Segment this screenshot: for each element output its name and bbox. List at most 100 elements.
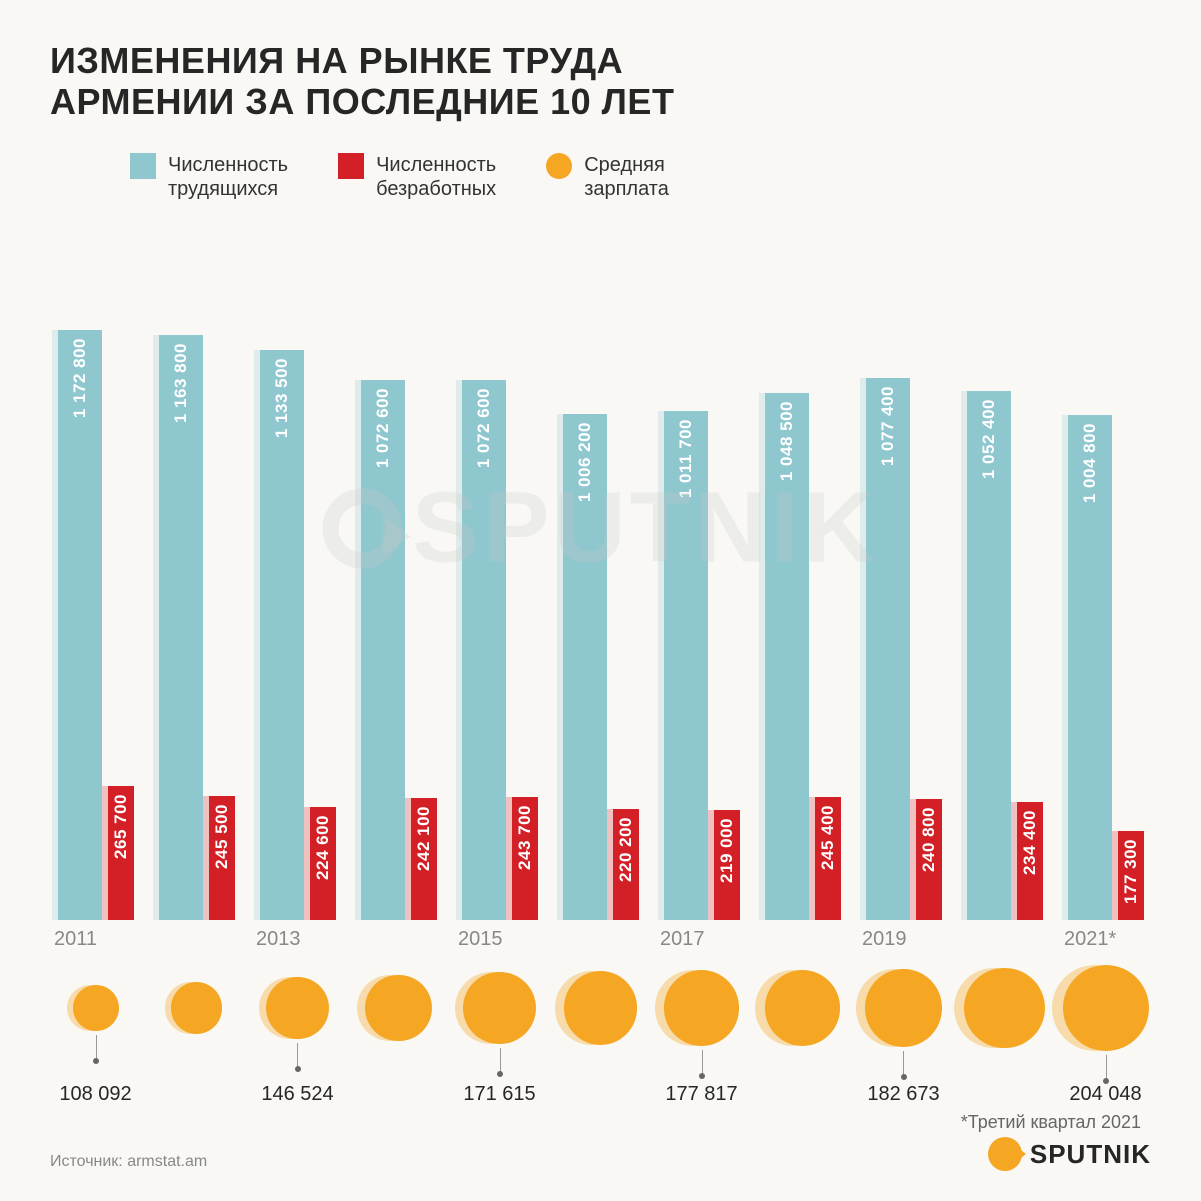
workers-bar: 1 052 400 bbox=[967, 391, 1011, 920]
chart-title: ИЗМЕНЕНИЯ НА РЫНКЕ ТРУДААРМЕНИИ ЗА ПОСЛЕ… bbox=[50, 40, 1151, 123]
year-group: 1 163 800 245 500 bbox=[151, 221, 242, 920]
year-group: 1 006 200 220 200 bbox=[555, 221, 646, 920]
salary-circle-cell bbox=[656, 963, 747, 1053]
unemployed-bar: 234 400 bbox=[1017, 802, 1043, 920]
workers-bar: 1 011 700 bbox=[664, 411, 708, 920]
year-label: 2017 bbox=[656, 928, 747, 951]
year-group: 1 072 600 243 700 bbox=[454, 221, 545, 920]
year-group: 1 004 800 177 300 bbox=[1060, 221, 1151, 920]
salary-value: 177 817 bbox=[656, 1083, 747, 1106]
sputnik-logo-icon bbox=[988, 1137, 1022, 1171]
unemployed-value: 245 500 bbox=[212, 804, 232, 869]
unemployed-bar: 245 400 bbox=[815, 797, 841, 920]
unemployed-bar: 177 300 bbox=[1118, 831, 1144, 920]
workers-value: 1 072 600 bbox=[474, 388, 494, 468]
legend-salary-swatch bbox=[546, 153, 572, 179]
unemployed-bar: 243 700 bbox=[512, 797, 538, 920]
legend: Численностьтрудящихся Численностьбезрабо… bbox=[50, 153, 1151, 201]
workers-bar: 1 048 500 bbox=[765, 393, 809, 920]
workers-bar: 1 077 400 bbox=[866, 378, 910, 920]
year-label: 2011 bbox=[50, 928, 141, 951]
salary-circle bbox=[564, 971, 637, 1044]
x-axis-years: 201120132015201720192021* bbox=[50, 928, 1151, 951]
salary-circle bbox=[765, 970, 841, 1046]
salary-value: 108 092 bbox=[50, 1083, 141, 1106]
workers-bar: 1 163 800 bbox=[159, 335, 203, 920]
workers-bar: 1 172 800 bbox=[58, 330, 102, 920]
salary-circle-cell bbox=[555, 963, 646, 1053]
unemployed-bar: 219 000 bbox=[714, 810, 740, 920]
salary-circle-cell bbox=[353, 963, 444, 1053]
workers-value: 1 172 800 bbox=[70, 338, 90, 418]
workers-value: 1 011 700 bbox=[676, 419, 696, 498]
unemployed-value: 219 000 bbox=[717, 818, 737, 883]
legend-salary: Средняязарплата bbox=[546, 153, 669, 201]
sputnik-logo-text: SPUTNIK bbox=[1030, 1139, 1151, 1170]
unemployed-bar: 224 600 bbox=[310, 807, 336, 920]
salary-circle bbox=[463, 972, 535, 1044]
salary-circle bbox=[365, 975, 432, 1042]
workers-bar: 1 072 600 bbox=[462, 380, 506, 920]
workers-bar: 1 133 500 bbox=[260, 350, 304, 920]
workers-value: 1 072 600 bbox=[373, 388, 393, 468]
unemployed-value: 224 600 bbox=[313, 815, 333, 880]
salary-circles bbox=[50, 963, 1151, 1053]
footnote: *Третий квартал 2021 bbox=[50, 1112, 1151, 1133]
year-label bbox=[151, 928, 242, 951]
unemployed-bar: 240 800 bbox=[916, 799, 942, 920]
year-group: 1 052 400 234 400 bbox=[959, 221, 1050, 920]
year-group: 1 072 600 242 100 bbox=[353, 221, 444, 920]
workers-value: 1 052 400 bbox=[979, 399, 999, 479]
year-label bbox=[757, 928, 848, 951]
salary-value bbox=[555, 1083, 646, 1106]
salary-circle-cell bbox=[50, 963, 141, 1053]
workers-value: 1 006 200 bbox=[575, 422, 595, 502]
salary-value: 204 048 bbox=[1060, 1083, 1151, 1106]
year-group: 1 077 400 240 800 bbox=[858, 221, 949, 920]
workers-value: 1 077 400 bbox=[878, 386, 898, 466]
year-group: 1 011 700 219 000 bbox=[656, 221, 747, 920]
legend-workers: Численностьтрудящихся bbox=[130, 153, 288, 201]
legend-unemployed-label: Численностьбезработных bbox=[376, 153, 496, 201]
workers-bar: 1 006 200 bbox=[563, 414, 607, 920]
year-label: 2021* bbox=[1060, 928, 1151, 951]
year-group: 1 048 500 245 400 bbox=[757, 221, 848, 920]
workers-value: 1 004 800 bbox=[1080, 423, 1100, 503]
unemployed-bar: 220 200 bbox=[613, 809, 639, 920]
salary-circle bbox=[1063, 965, 1149, 1051]
legend-unemployed: Численностьбезработных bbox=[338, 153, 496, 201]
unemployed-bar: 242 100 bbox=[411, 798, 437, 920]
unemployed-value: 245 400 bbox=[818, 805, 838, 870]
year-group: 1 133 500 224 600 bbox=[252, 221, 343, 920]
legend-unemployed-swatch bbox=[338, 153, 364, 179]
legend-workers-label: Численностьтрудящихся bbox=[168, 153, 288, 201]
salary-circle-cell bbox=[252, 963, 343, 1053]
salary-circle-cell bbox=[858, 963, 949, 1053]
salary-circle bbox=[266, 977, 328, 1039]
legend-salary-label: Средняязарплата bbox=[584, 153, 669, 201]
salary-value bbox=[353, 1083, 444, 1106]
salary-labels: 108 092146 524171 615177 817182 673204 0… bbox=[50, 1083, 1151, 1106]
unemployed-value: 242 100 bbox=[414, 806, 434, 871]
salary-value bbox=[151, 1083, 242, 1106]
unemployed-value: 220 200 bbox=[616, 817, 636, 882]
year-label: 2019 bbox=[858, 928, 949, 951]
unemployed-value: 243 700 bbox=[515, 805, 535, 870]
salary-circle-cell bbox=[757, 963, 848, 1053]
legend-workers-swatch bbox=[130, 153, 156, 179]
salary-circle-cell bbox=[454, 963, 545, 1053]
year-label bbox=[959, 928, 1050, 951]
unemployed-value: 265 700 bbox=[111, 794, 131, 859]
sputnik-logo: SPUTNIK bbox=[988, 1137, 1151, 1171]
workers-bar: 1 072 600 bbox=[361, 380, 405, 920]
unemployed-value: 177 300 bbox=[1121, 839, 1141, 904]
unemployed-value: 234 400 bbox=[1020, 810, 1040, 875]
year-group: 1 172 800 265 700 bbox=[50, 221, 141, 920]
unemployed-value: 240 800 bbox=[919, 807, 939, 872]
salary-value: 146 524 bbox=[252, 1083, 343, 1106]
workers-bar: 1 004 800 bbox=[1068, 415, 1112, 920]
year-label bbox=[353, 928, 444, 951]
salary-circle bbox=[73, 985, 119, 1031]
salary-circle-cell bbox=[1060, 963, 1151, 1053]
salary-circle bbox=[171, 982, 222, 1033]
